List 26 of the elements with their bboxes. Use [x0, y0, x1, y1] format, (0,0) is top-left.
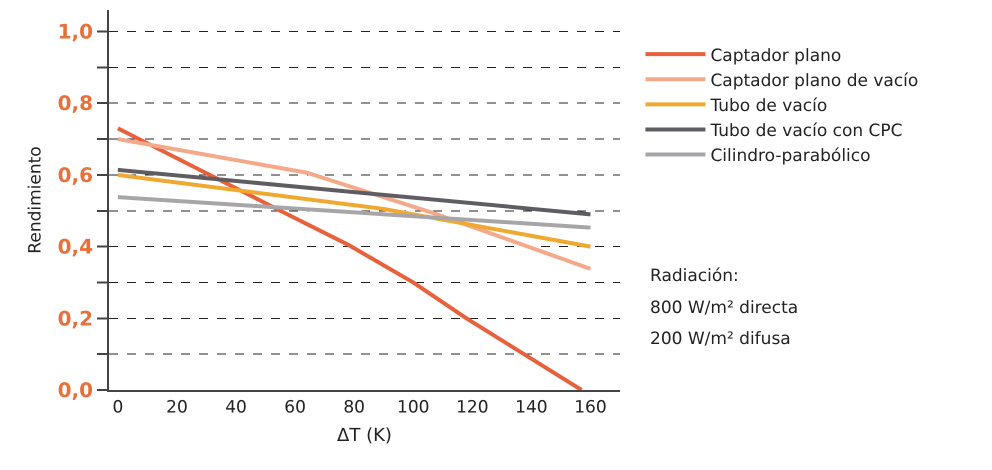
x-tick-label: 160: [574, 397, 607, 418]
line-series: [116, 126, 584, 390]
x-tick-label: 20: [166, 397, 188, 418]
x-tick-label: 40: [225, 397, 247, 418]
x-tick-label: 140: [515, 397, 548, 418]
x-tick-label: 80: [343, 397, 365, 418]
x-tick-label: 120: [456, 397, 489, 418]
y-tick-label: 0,0: [58, 378, 93, 402]
text: Radiación:: [650, 266, 739, 286]
y-tick-label: 0,6: [58, 162, 93, 187]
text: 800 W/m² directa: [650, 298, 798, 318]
x-tick-label: 0: [112, 397, 124, 418]
legend-label: Tubo de vacío: [709, 96, 828, 116]
legend-label: Captador plano: [710, 46, 842, 66]
x-tick-label: 100: [397, 397, 430, 418]
y-tick-label: 0,2: [58, 306, 93, 330]
y-tick-label: 1,0: [58, 20, 93, 44]
y-tick-label: 0,4: [58, 234, 93, 259]
legend-label: Cilindro-parabólico: [710, 146, 871, 166]
legend-label: Tubo de vacío con CPC: [709, 121, 903, 142]
y-axis-title: Rendimiento: [26, 146, 46, 254]
x-tick-label: 60: [284, 397, 306, 418]
x-axis-title: ΔT (K): [337, 425, 392, 446]
legend-label: Captador plano de vacío: [710, 70, 918, 91]
text: 200 W/m² difusa: [650, 329, 791, 349]
y-tick-label: 0,8: [58, 91, 93, 116]
